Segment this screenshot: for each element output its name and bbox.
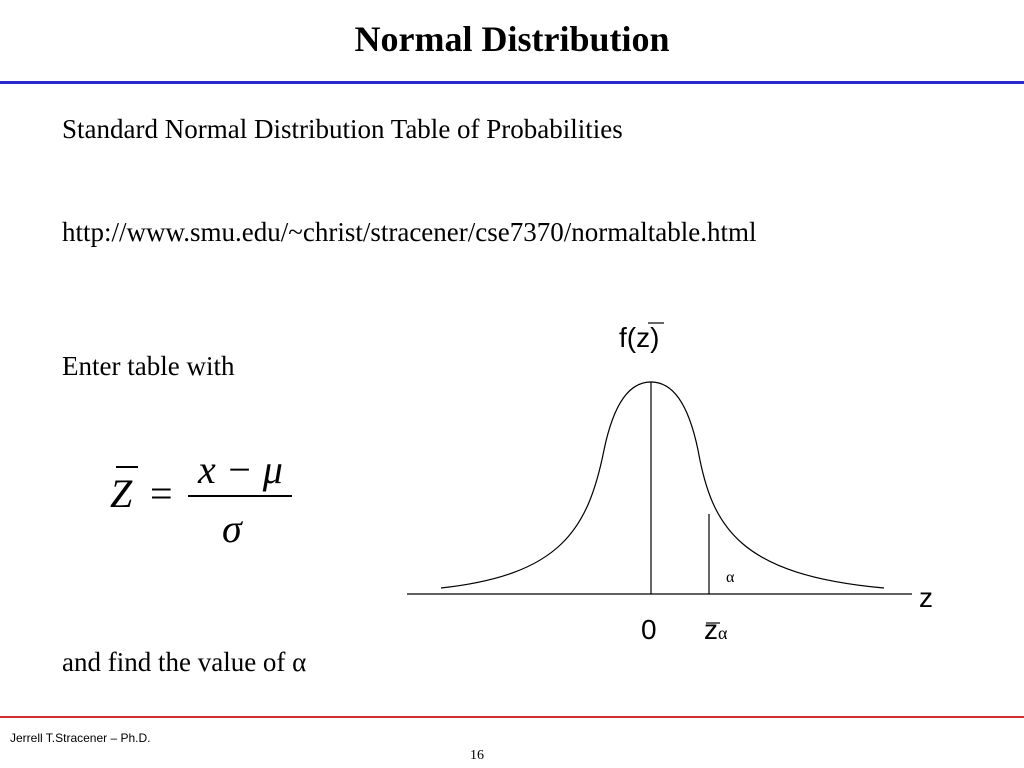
text-line: and find the value of α <box>62 647 307 677</box>
footer-author: Jerrell T.Stracener – Ph.D. <box>10 731 151 745</box>
formula-lhs: Z <box>110 471 133 516</box>
density-curve <box>440 381 885 589</box>
fraction-bar <box>188 495 292 497</box>
z-alpha-label: zα <box>704 614 727 646</box>
z-alpha-main: z <box>704 614 718 645</box>
title-rule <box>0 81 1024 84</box>
text-line: Standard Normal Distribution Table of Pr… <box>62 114 623 144</box>
overbar <box>116 466 138 468</box>
formula-equals: = <box>150 471 173 516</box>
text-line: Enter table with <box>62 351 235 381</box>
area-label: α <box>726 569 735 586</box>
x-label: z <box>919 582 933 613</box>
url-text: http://www.smu.edu/~christ/stracener/cse… <box>62 217 757 247</box>
z-alpha-sub: α <box>718 623 728 643</box>
footer-rule <box>0 716 1024 718</box>
page-number: 16 <box>470 748 484 763</box>
formula-numerator: x − μ <box>198 447 283 492</box>
origin-label: 0 <box>641 614 657 645</box>
slide-title: Normal Distribution <box>354 19 670 59</box>
y-label: f(z) <box>619 322 660 353</box>
formula-denominator: σ <box>222 506 242 551</box>
